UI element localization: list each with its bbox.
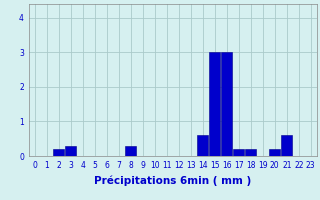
Bar xyxy=(125,146,136,156)
Bar xyxy=(245,149,256,156)
Bar xyxy=(221,52,232,156)
Bar xyxy=(209,52,220,156)
Bar xyxy=(53,149,64,156)
Bar xyxy=(197,135,208,156)
Bar xyxy=(233,149,244,156)
Bar xyxy=(281,135,292,156)
Bar xyxy=(269,149,280,156)
X-axis label: Précipitations 6min ( mm ): Précipitations 6min ( mm ) xyxy=(94,175,252,186)
Bar xyxy=(65,146,76,156)
